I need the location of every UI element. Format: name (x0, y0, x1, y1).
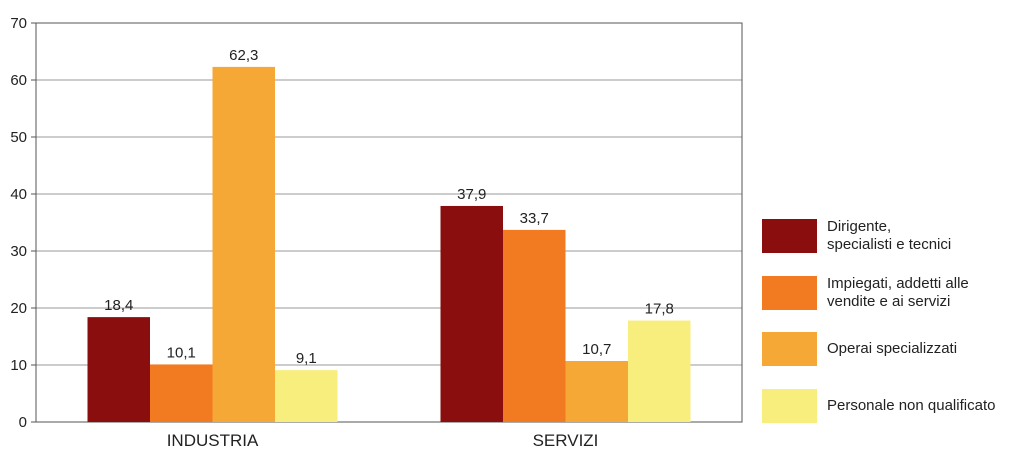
data-label: 62,3 (229, 47, 258, 64)
legend-label: Operai specializzati (827, 340, 958, 357)
legend-item: Personale non qualificato (762, 389, 995, 423)
y-tick-label: 30 (10, 243, 27, 260)
data-label: 17,8 (645, 301, 674, 318)
bar (565, 361, 628, 422)
y-tick-label: 70 (10, 15, 27, 32)
bar (628, 320, 691, 422)
legend-label: Impiegati, addetti alle vendite e ai ser… (827, 275, 969, 310)
legend-item: Impiegati, addetti alle vendite e ai ser… (762, 275, 969, 311)
y-tick-label: 20 (10, 300, 27, 317)
bar (440, 205, 503, 422)
bar (212, 66, 275, 422)
y-tick-label: 40 (10, 186, 27, 203)
data-label: 10,7 (582, 341, 611, 358)
bar (87, 317, 150, 422)
legend-label: Personale non qualificato (827, 397, 996, 414)
y-tick-label: 50 (10, 129, 27, 146)
legend-swatch (762, 332, 817, 366)
bar (503, 229, 566, 422)
plot-area (35, 22, 743, 423)
legend-item: Dirigente, specialisti e tecnici (762, 218, 951, 254)
legend-label: Dirigente, specialisti e tecnici (827, 218, 952, 253)
y-tick-label: 60 (10, 72, 27, 89)
bar (275, 370, 338, 422)
data-label: 37,9 (457, 186, 486, 203)
legend-swatch (762, 276, 817, 310)
data-label: 33,7 (520, 210, 549, 227)
legend-item: Operai specializzati (762, 332, 957, 366)
x-tick-label: SERVIZI (533, 431, 599, 450)
x-tick-label: INDUSTRIA (167, 431, 259, 450)
legend-swatch (762, 389, 817, 423)
data-label: 9,1 (296, 350, 317, 367)
y-tick-label: 0 (19, 414, 27, 431)
y-tick-label: 10 (10, 357, 27, 374)
bar (150, 364, 213, 422)
legend-swatch (762, 219, 817, 253)
data-label: 18,4 (104, 297, 133, 314)
data-label: 10,1 (167, 344, 196, 361)
